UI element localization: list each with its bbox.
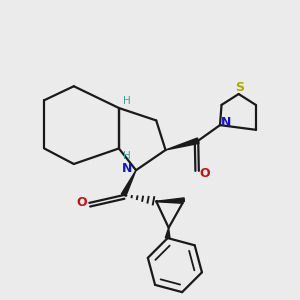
Text: N: N (122, 162, 133, 175)
Text: N: N (220, 116, 231, 129)
Polygon shape (156, 198, 184, 202)
Text: O: O (200, 167, 210, 181)
Text: H: H (123, 151, 130, 161)
Polygon shape (121, 170, 136, 196)
Text: O: O (76, 196, 87, 209)
Polygon shape (165, 228, 170, 238)
Text: S: S (235, 81, 244, 94)
Text: H: H (123, 96, 130, 106)
Polygon shape (166, 138, 199, 150)
